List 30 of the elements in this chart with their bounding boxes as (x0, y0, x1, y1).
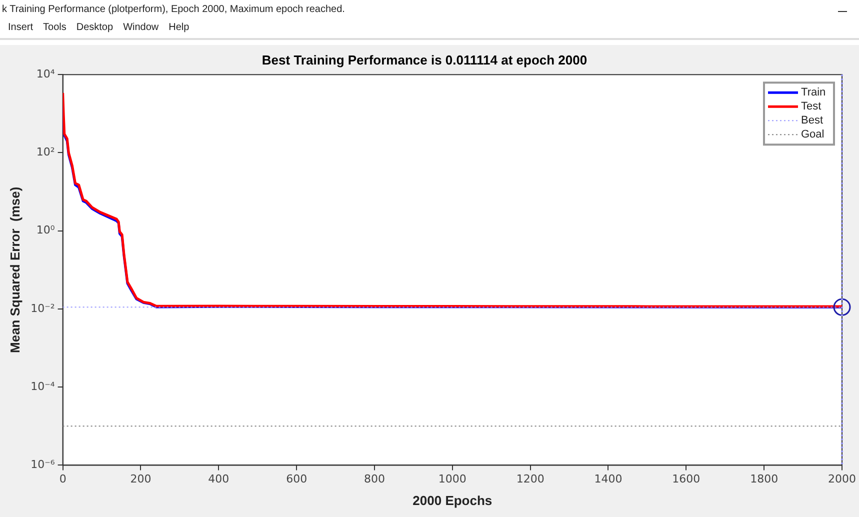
y-tick-label: 10⁰ (36, 224, 56, 237)
x-axis-title: 2000 Epochs (412, 492, 492, 508)
text: k Training Performance (plotperform), Epoch 2000, Maximum epoch reached. (2, 4, 345, 15)
legend-label: Train (801, 86, 826, 99)
x-tick-label: 1800 (750, 472, 778, 486)
text: Insert (8, 22, 34, 33)
legend-label: Goal (801, 128, 824, 141)
x-tick-label: 800 (364, 472, 385, 486)
x-tick-label: 1600 (672, 472, 700, 486)
x-tick-label: 1400 (594, 472, 622, 486)
x-tick-label: 600 (286, 472, 308, 486)
y-tick-label: 10⁻² (30, 302, 55, 315)
y-tick-label: 10² (36, 146, 55, 159)
x-tick-label: 200 (130, 472, 152, 486)
legend-label: Test (801, 100, 822, 113)
x-tick-label: 400 (208, 472, 230, 486)
text: Window (123, 22, 159, 33)
x-tick-label: 2000 (828, 472, 856, 486)
y-tick-label: 10⁻⁶ (30, 458, 56, 472)
text: Desktop (76, 22, 114, 33)
y-tick-label: 10⁴ (36, 67, 56, 80)
x-tick-label: 1000 (438, 472, 466, 486)
legend-label: Best (801, 114, 824, 127)
x-tick-label: 1200 (516, 472, 544, 486)
text: Help (168, 22, 190, 33)
y-tick-label: 10⁻⁴ (30, 380, 56, 393)
chart-title: Best Training Performance is 0.011114 at epoch 2000 (262, 52, 588, 68)
y-axis-title: Mean Squared Error (mse) (7, 186, 22, 353)
text: Tools (43, 22, 66, 33)
x-tick-label: 0 (59, 472, 66, 486)
